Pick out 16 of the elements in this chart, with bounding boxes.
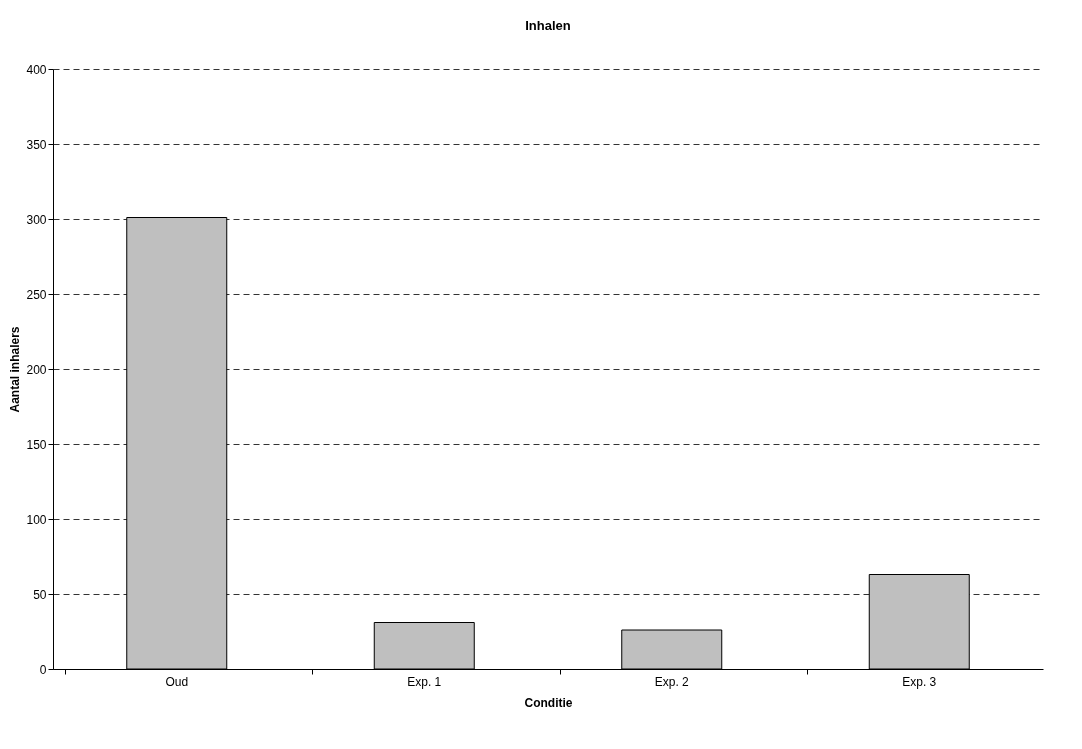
y-tick-label: 0 — [39, 662, 47, 677]
y-tick-label: 350 — [26, 137, 47, 152]
y-axis-title: Aantal inhalers — [8, 326, 23, 413]
x-tick-label: Exp. 3 — [902, 674, 937, 689]
y-tick-label: 100 — [26, 512, 47, 527]
y-tick-label: 400 — [26, 62, 47, 77]
y-tick-label: 50 — [33, 587, 47, 602]
y-tick-label: 200 — [26, 362, 47, 377]
x-tick-label: Exp. 1 — [407, 674, 442, 689]
y-tick-label: 250 — [26, 287, 47, 302]
x-tick-label: Exp. 2 — [654, 674, 690, 689]
x-axis-title: Conditie — [524, 695, 573, 710]
chart-title: Inhalen — [525, 18, 571, 33]
y-tick-label: 300 — [26, 212, 47, 227]
x-tick-label: Oud — [165, 674, 189, 689]
y-tick-label: 150 — [26, 437, 47, 452]
